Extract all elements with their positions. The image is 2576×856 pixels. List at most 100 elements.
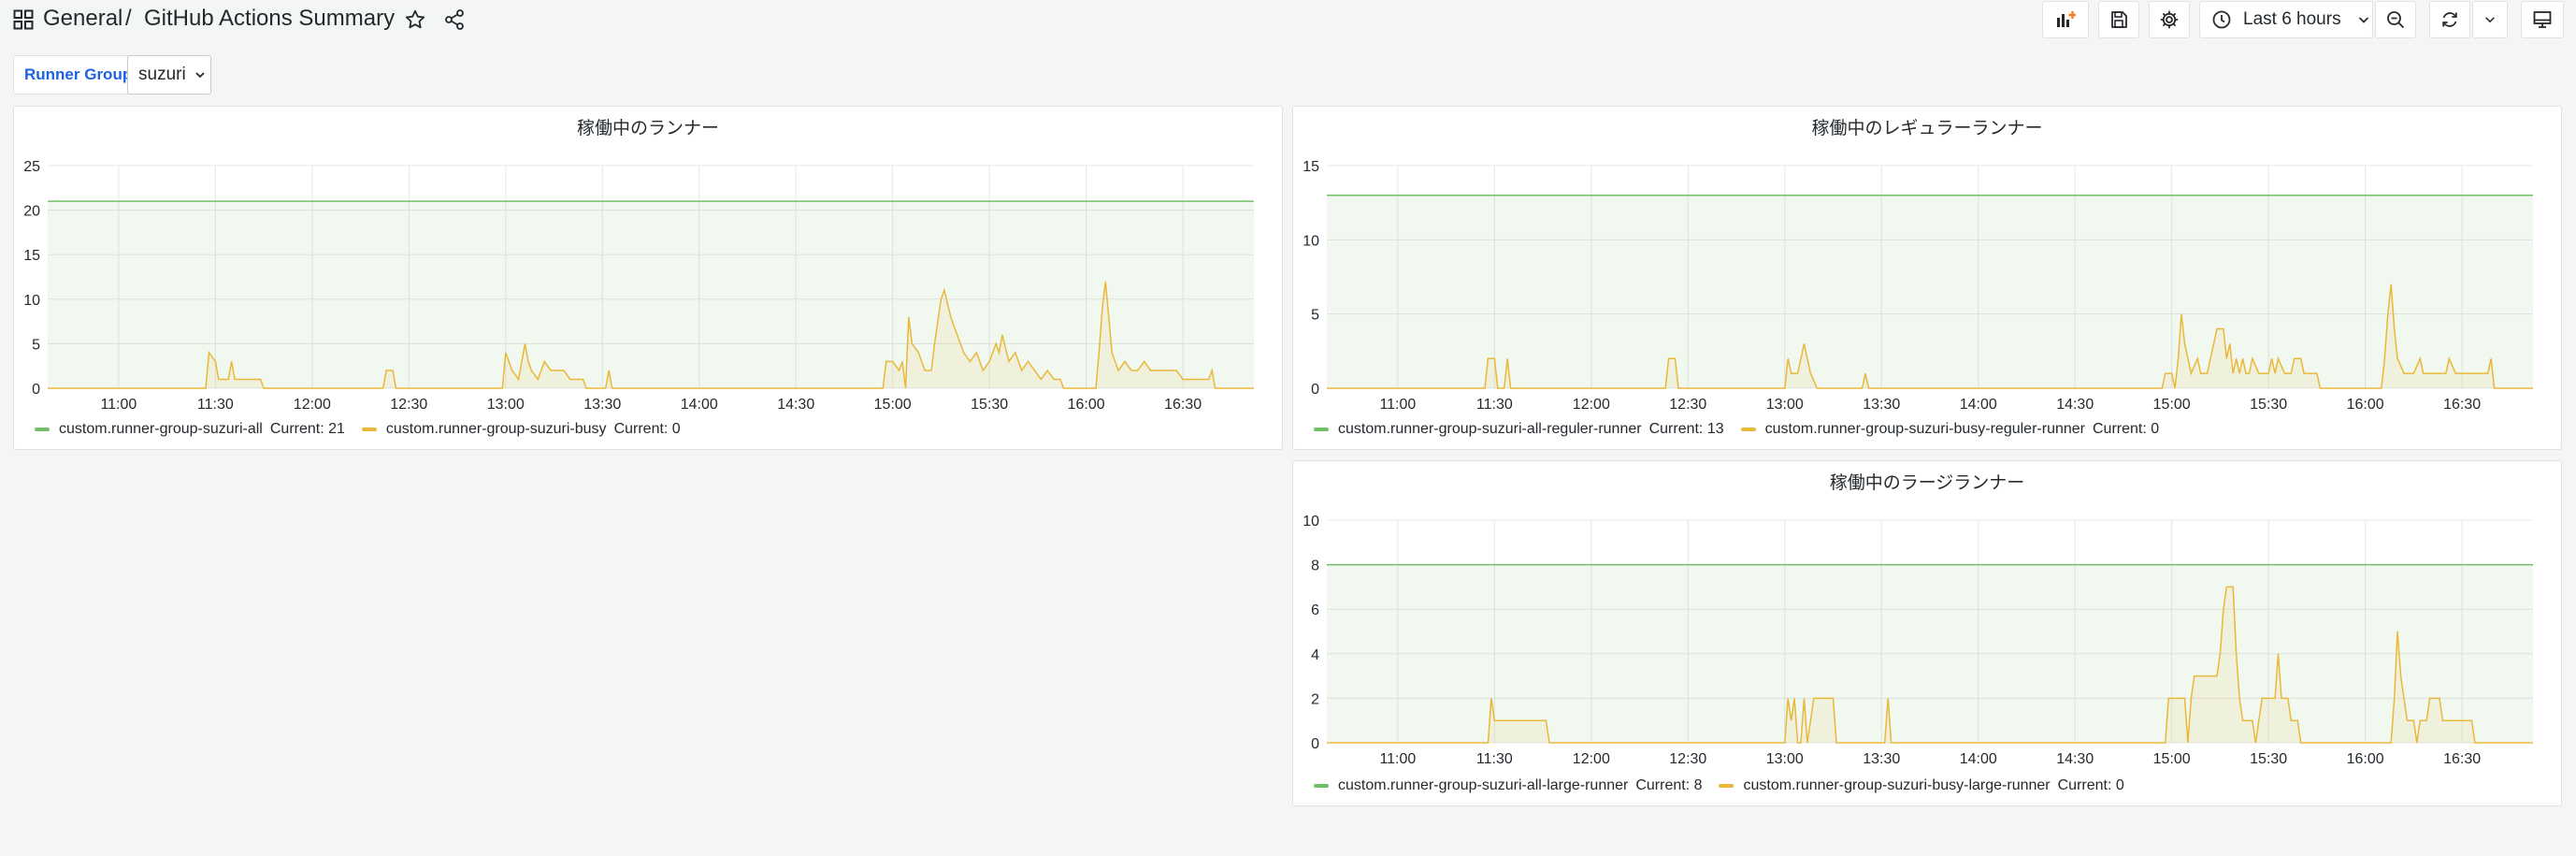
zoom-out-icon: [2387, 11, 2405, 29]
y-tick-label: 25: [23, 159, 40, 175]
series-all-area: [48, 201, 1254, 388]
chevron-down-icon: [195, 72, 205, 79]
series-busy-area: [1327, 587, 2533, 743]
y-tick-label: 15: [23, 248, 40, 264]
refresh-button[interactable]: [2429, 1, 2470, 38]
legend-item-all-large[interactable]: custom.runner-group-suzuri-all-large-run…: [1338, 777, 1629, 793]
view-mode-button[interactable]: [2521, 1, 2564, 38]
x-tick-label: 13:00: [487, 397, 525, 413]
legend-swatch-all: [1314, 784, 1329, 788]
star-icon[interactable]: [404, 8, 426, 31]
legend-current-busy-large: Current: 0: [2057, 777, 2124, 793]
panel-title[interactable]: 稼働中のラージランナー: [1829, 473, 2025, 493]
legend-current-all-regular: Current: 13: [1648, 421, 1724, 437]
series-all-area: [1327, 195, 2533, 388]
y-tick-label: 8: [1311, 559, 1319, 574]
x-tick-label: 12:00: [1573, 751, 1610, 767]
y-tick-label: 4: [1311, 647, 1319, 663]
x-tick-label: 15:30: [2250, 397, 2287, 413]
y-tick-label: 10: [1302, 233, 1319, 249]
x-tick-label: 11:30: [1476, 751, 1513, 767]
zoom-out-button[interactable]: [2375, 1, 2416, 38]
x-tick-label: 16:00: [2347, 751, 2384, 767]
x-tick-label: 14:00: [681, 397, 718, 413]
x-tick-label: 12:00: [1573, 397, 1610, 413]
y-tick-label: 15: [1302, 159, 1319, 175]
variable-label-runner-group: Runner Group: [13, 55, 144, 94]
legend: custom.runner-group-suzuri-all-large-run…: [1314, 777, 2141, 794]
clock-icon: [2212, 10, 2231, 29]
monitor-icon: [2533, 11, 2552, 28]
x-tick-label: 13:30: [583, 397, 621, 413]
time-range-label: Last 6 hours: [2243, 9, 2341, 29]
legend-item-busy-regular[interactable]: custom.runner-group-suzuri-busy-reguler-…: [1764, 421, 2085, 437]
y-tick-label: 10: [1302, 514, 1319, 530]
series-busy-line: [1327, 283, 2533, 389]
x-tick-label: 16:30: [1164, 397, 1202, 413]
breadcrumb-separator: /: [125, 6, 132, 31]
legend-swatch-all: [1314, 428, 1329, 431]
runner-group-value: suzuri: [138, 65, 186, 84]
x-tick-label: 14:00: [1960, 751, 1997, 767]
chevron-down-icon: [2485, 17, 2495, 23]
refresh-interval-dropdown[interactable]: [2472, 1, 2508, 38]
dashboards-grid-icon[interactable]: [13, 9, 34, 30]
dashboard-settings-button[interactable]: [2149, 1, 2190, 38]
x-tick-label: 16:30: [2443, 397, 2481, 413]
legend-current-all-large: Current: 8: [1635, 777, 1703, 793]
x-tick-label: 11:00: [1379, 397, 1416, 413]
legend-item-all[interactable]: custom.runner-group-suzuri-all: [59, 421, 263, 437]
x-tick-label: 13:00: [1766, 397, 1804, 413]
x-tick-label: 15:30: [971, 397, 1008, 413]
y-tick-label: 5: [32, 337, 40, 353]
y-tick-label: 20: [23, 204, 40, 220]
y-tick-label: 5: [1311, 308, 1319, 324]
time-range-picker[interactable]: Last 6 hours: [2199, 1, 2373, 38]
x-tick-label: 16:30: [2443, 751, 2481, 767]
top-nav-bar: General / GitHub Actions Summary: [0, 0, 2576, 41]
x-tick-label: 16:00: [1068, 397, 1105, 413]
panel-title[interactable]: 稼働中のランナー: [576, 119, 719, 138]
chart-active-large-runners[interactable]: 0 2 4 6 8 10 11:00 11:30 12:00 12:30 13:00 13:30 14:…: [1293, 461, 2563, 807]
y-tick-label: 2: [1311, 691, 1319, 707]
legend-item-busy[interactable]: custom.runner-group-suzuri-busy: [385, 421, 607, 437]
gear-icon: [2160, 10, 2179, 29]
x-tick-label: 15:30: [2250, 751, 2287, 767]
x-tick-label: 15:00: [2153, 397, 2191, 413]
chart-active-regular-runners[interactable]: 0 5 10 15 11:00 11:30 12:00 12:30 13:00 13:30 14:0…: [1293, 107, 2563, 451]
x-tick-label: 11:30: [197, 397, 234, 413]
breadcrumb-folder[interactable]: General: [43, 6, 123, 31]
legend-swatch-busy: [1740, 428, 1756, 431]
chart-active-runners[interactable]: 0 5 10 15 20 25 11:00 11:30 12:00 12:30 13:00 13:30…: [14, 107, 1284, 451]
legend-swatch-busy: [1719, 784, 1734, 788]
legend-current-busy: Current: 0: [613, 421, 681, 437]
panel-active-regular-runners: 稼働中のレギュラーランナー 0 5 10 15 11:00 11:30 12:00 12:30…: [1292, 106, 2562, 450]
x-tick-label: 11:00: [100, 397, 137, 413]
legend-current-busy-regular: Current: 0: [2092, 421, 2160, 437]
legend-item-busy-large[interactable]: custom.runner-group-suzuri-busy-large-ru…: [1743, 777, 2051, 793]
legend: custom.runner-group-suzuri-all Current: …: [35, 421, 698, 438]
legend-current-all: Current: 21: [269, 421, 345, 437]
legend-item-all-regular[interactable]: custom.runner-group-suzuri-all-reguler-r…: [1338, 421, 1642, 437]
add-panel-button[interactable]: [2042, 1, 2089, 38]
x-tick-label: 13:30: [1863, 397, 1900, 413]
y-tick-label: 0: [32, 382, 40, 398]
add-panel-icon: [2057, 11, 2076, 27]
panel-title[interactable]: 稼働中のレギュラーランナー: [1811, 119, 2043, 138]
refresh-icon: [2442, 12, 2457, 27]
panel-active-large-runners: 稼働中のラージランナー 0 2 4 6 8 10 11:00 11:30 12:00 12:30 1…: [1292, 460, 2562, 806]
x-tick-label: 12:00: [294, 397, 331, 413]
legend: custom.runner-group-suzuri-all-reguler-r…: [1314, 421, 2176, 438]
runner-group-select[interactable]: suzuri: [127, 55, 211, 94]
x-tick-label: 14:30: [2056, 751, 2094, 767]
x-tick-label: 14:30: [2056, 397, 2094, 413]
dashboard-title[interactable]: GitHub Actions Summary: [144, 6, 396, 31]
share-icon[interactable]: [443, 8, 466, 31]
x-tick-label: 13:30: [1863, 751, 1900, 767]
x-tick-label: 13:00: [1766, 751, 1804, 767]
x-tick-label: 11:30: [1476, 397, 1513, 413]
save-icon: [2111, 11, 2127, 28]
chevron-down-icon: [2358, 17, 2368, 23]
save-dashboard-button[interactable]: [2098, 1, 2139, 38]
x-tick-label: 14:00: [1960, 397, 1997, 413]
